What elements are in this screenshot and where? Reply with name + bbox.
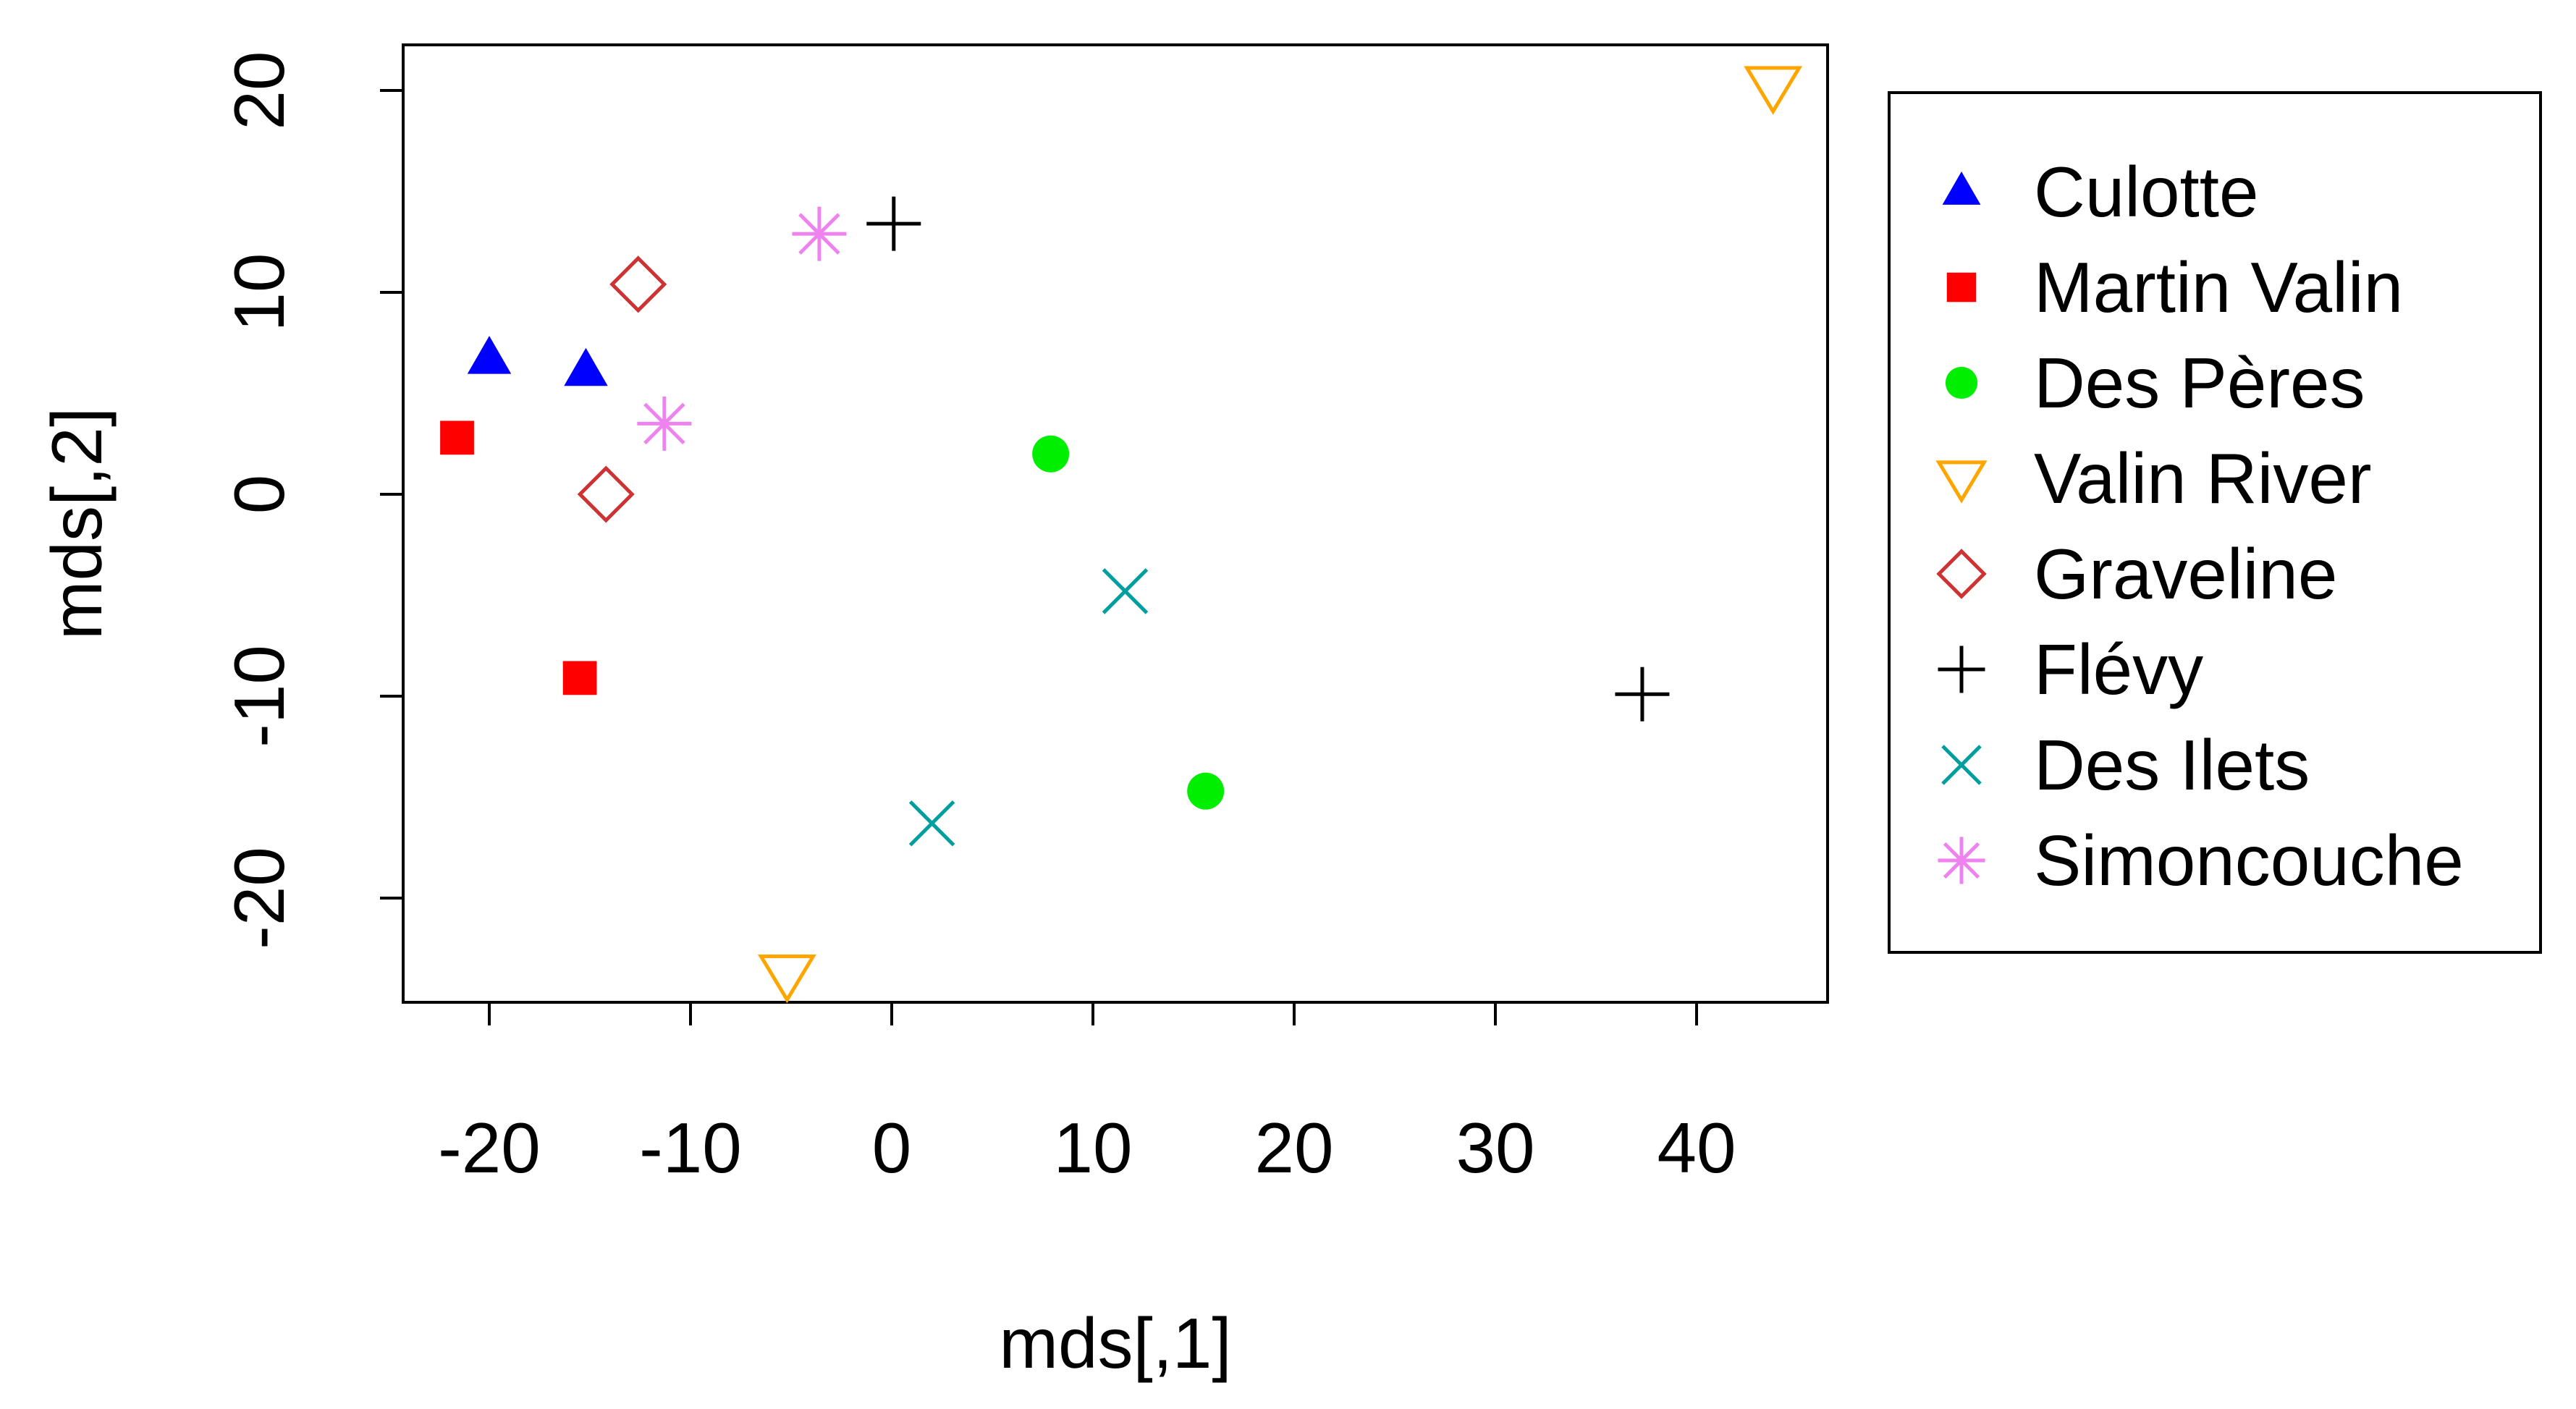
legend-marker-des-peres	[1945, 366, 1978, 399]
data-point-des-peres	[1187, 772, 1225, 810]
data-point-des-ilets	[1102, 568, 1149, 614]
x-tick-label: 20	[1254, 1108, 1333, 1188]
x-tick-label: -10	[639, 1108, 742, 1188]
marker-shape	[1187, 772, 1225, 810]
y-axis-title: mds[,2]	[37, 407, 117, 640]
legend-label-culotte: Culotte	[2034, 152, 2259, 232]
marker-stroke	[908, 800, 955, 847]
data-point-martin-valin	[562, 661, 597, 695]
legend-label-simoncouche: Simoncouche	[2034, 821, 2464, 900]
y-tick-label: 20	[219, 51, 299, 130]
marker-shape	[1946, 272, 1977, 302]
marker-shape	[577, 465, 635, 523]
x-tick-label: 10	[1053, 1108, 1132, 1188]
marker-shape	[1935, 460, 1988, 504]
plot-frame	[402, 43, 1829, 1004]
marker-shape	[440, 420, 474, 455]
legend-label-martin-valin: Martin Valin	[2034, 247, 2403, 327]
legend-marker-simoncouche	[1938, 837, 1985, 884]
legend-label-des-ilets: Des Ilets	[2034, 725, 2310, 805]
marker-shape	[758, 955, 816, 1004]
data-point-simoncouche	[637, 396, 692, 451]
data-point-culotte	[467, 336, 512, 374]
data-point-culotte	[564, 347, 608, 386]
legend-marker-valin-river	[1935, 460, 1988, 504]
marker-shape	[1945, 366, 1978, 399]
marker-stroke	[1102, 568, 1149, 614]
marker-shape	[562, 661, 597, 695]
legend-box	[1888, 91, 2542, 954]
marker-shape	[1032, 435, 1070, 473]
marker-stroke	[1943, 842, 1980, 879]
marker-shape	[1744, 66, 1803, 115]
marker-shape	[564, 347, 608, 386]
x-tick-label: 30	[1456, 1108, 1534, 1188]
data-point-des-peres	[1032, 435, 1070, 473]
marker-shape	[1936, 549, 1987, 599]
data-point-flevy	[866, 196, 921, 251]
marker-shape	[1942, 171, 1981, 205]
legend-label-valin-river: Valin River	[2034, 439, 2372, 518]
legend-marker-martin-valin	[1946, 272, 1977, 302]
x-axis-title: mds[,1]	[999, 1303, 1231, 1383]
data-point-graveline	[577, 465, 635, 523]
marker-shape	[467, 336, 512, 374]
x-tick-label: 40	[1657, 1108, 1736, 1188]
data-point-flevy	[1615, 667, 1670, 722]
data-point-des-ilets	[908, 800, 955, 847]
legend-label-graveline: Graveline	[2034, 534, 2337, 614]
marker-stroke	[798, 213, 840, 255]
data-point-graveline	[609, 255, 667, 313]
marker-shape	[609, 255, 667, 313]
legend-label-flevy: Flévy	[2034, 630, 2203, 709]
y-tick-label: -10	[219, 645, 299, 748]
y-tick-label: 10	[219, 253, 299, 331]
legend-label-des-peres: Des Pères	[2034, 343, 2365, 423]
data-point-valin-river	[1744, 66, 1803, 115]
marker-stroke	[1941, 745, 1982, 785]
x-tick-label: 0	[872, 1108, 912, 1188]
x-tick-label: -20	[438, 1108, 541, 1188]
data-point-simoncouche	[792, 206, 847, 261]
marker-stroke	[643, 402, 685, 445]
y-tick-label: -20	[219, 847, 299, 949]
y-tick-label: 0	[219, 475, 299, 515]
data-point-martin-valin	[440, 420, 474, 455]
legend-marker-des-ilets	[1941, 745, 1982, 785]
legend-marker-graveline	[1936, 549, 1987, 599]
legend-marker-flevy	[1938, 646, 1985, 693]
data-point-valin-river	[758, 955, 816, 1004]
legend-marker-culotte	[1942, 171, 1981, 205]
